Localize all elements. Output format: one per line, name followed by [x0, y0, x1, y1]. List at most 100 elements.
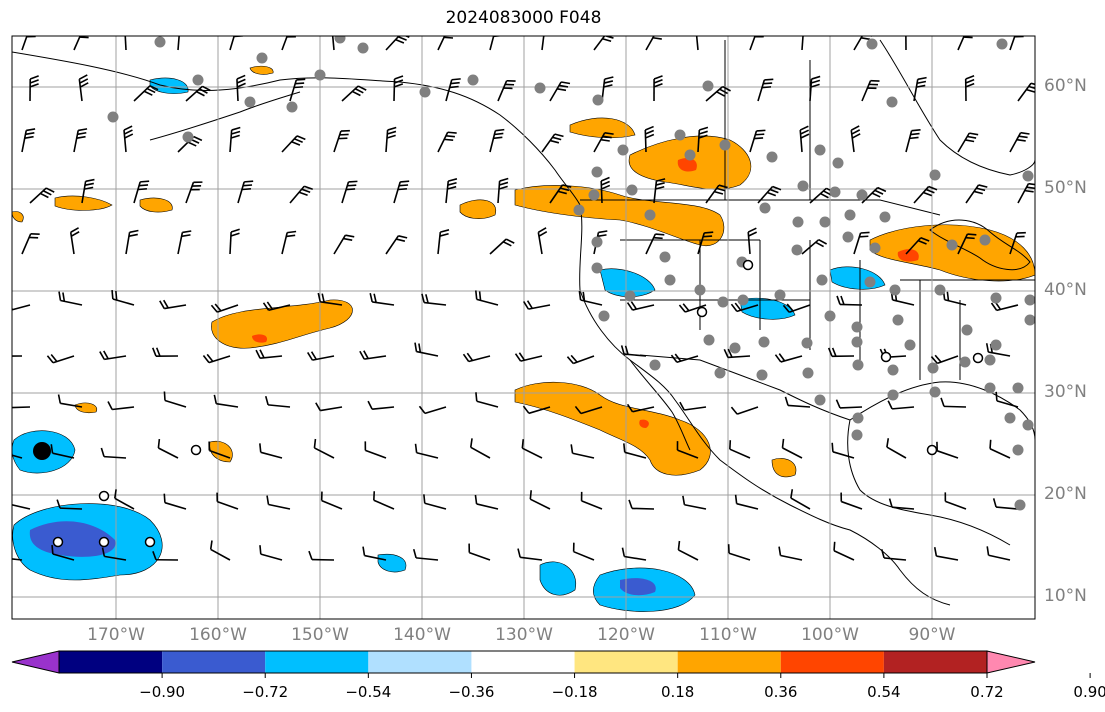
wind-barb — [12, 503, 31, 510]
great-lakes — [929, 219, 1031, 271]
wind-barb — [51, 544, 75, 561]
wind-barb — [364, 441, 387, 459]
station-dot — [314, 69, 326, 81]
station-dot — [791, 244, 803, 256]
colorbar-tick-label: −0.18 — [551, 683, 598, 701]
station-dot — [984, 382, 996, 394]
station-ring — [880, 351, 892, 363]
colorbar-segment — [883, 651, 987, 673]
station-dot — [814, 394, 826, 406]
wind-barb — [827, 347, 855, 358]
wind-barb — [385, 36, 410, 51]
wind-barb — [445, 178, 458, 204]
wind-barb — [12, 355, 23, 357]
station-dot — [703, 334, 715, 346]
longitude-label: 160°W — [189, 625, 247, 645]
wind-barb — [229, 36, 244, 51]
longitude-label: 150°W — [291, 625, 349, 645]
wind-barb — [101, 547, 127, 561]
wind-barb — [259, 545, 283, 561]
station-dot — [644, 209, 656, 221]
us-canada-border — [580, 199, 941, 216]
wind-barb — [159, 299, 187, 310]
wind-barb — [831, 442, 855, 459]
graticule — [12, 36, 1035, 619]
station-dot — [694, 284, 706, 296]
station-dot — [984, 354, 996, 366]
wind-barb — [177, 230, 192, 255]
wind-barb — [679, 401, 707, 411]
wind-barb — [778, 546, 803, 561]
wind-barb — [152, 551, 179, 561]
longitude-label: 140°W — [393, 625, 451, 645]
wind-barb — [749, 129, 766, 153]
wind-barb — [957, 132, 979, 153]
longitude-label: 110°W — [699, 625, 757, 645]
station-dot — [717, 296, 729, 308]
latitude-label: 50°N — [1044, 178, 1087, 198]
station-dot — [851, 336, 863, 348]
wind-barb — [163, 391, 187, 408]
wind-barb — [593, 36, 614, 51]
wind-barb — [281, 230, 297, 255]
latitude-label: 20°N — [1044, 484, 1087, 504]
negative-anomaly-area — [599, 268, 656, 298]
colorbar-tick-label: −0.36 — [448, 683, 495, 701]
longitude-label: 120°W — [597, 625, 655, 645]
wind-barb — [412, 548, 439, 561]
wind-barb — [886, 438, 907, 459]
wind-barb — [12, 304, 31, 311]
colorbar-segment — [59, 651, 163, 673]
wind-barb — [645, 36, 664, 51]
wind-barb — [29, 187, 55, 204]
wind-barb — [913, 185, 938, 204]
wind-barb — [100, 447, 127, 459]
station-dot — [766, 151, 778, 163]
wind-barb — [705, 85, 731, 102]
wind-barb — [774, 353, 803, 363]
wind-barb — [944, 492, 967, 510]
wind-barb — [626, 403, 655, 413]
wind-barb — [522, 300, 551, 310]
wind-barb — [185, 85, 211, 102]
colorbar-tick-label: 0.72 — [970, 683, 1004, 701]
wind-barb — [801, 238, 827, 255]
wind-barb — [905, 36, 908, 51]
wind-barb — [497, 177, 509, 204]
wind-barb — [50, 444, 75, 459]
colorbar-segment — [368, 651, 472, 673]
colorbar-segment — [471, 651, 575, 673]
station-dot — [851, 429, 863, 441]
colorbar-outline — [58, 650, 988, 674]
wind-barb — [469, 438, 491, 459]
station-dot — [961, 324, 973, 336]
station-dot — [598, 310, 610, 322]
wind-barb — [123, 125, 134, 153]
wind-barb — [210, 303, 239, 313]
wind-barb — [580, 491, 603, 510]
station-dot — [534, 82, 546, 94]
wind-barb — [549, 81, 571, 102]
wind-barb — [475, 392, 499, 408]
wind-barb — [623, 443, 647, 459]
wind-barb — [790, 489, 811, 510]
wind-barb — [601, 76, 614, 102]
positive-anomaly-area — [54, 195, 113, 211]
wind-barb — [541, 36, 548, 51]
positive-anomaly-area — [139, 197, 173, 213]
wind-barb — [697, 231, 714, 255]
wind-barb — [367, 400, 395, 410]
wind-barb — [317, 292, 343, 306]
station-dot — [852, 359, 864, 371]
wind-barb — [474, 290, 499, 306]
negative-anomaly-area — [149, 77, 189, 94]
wind-barb — [705, 184, 728, 204]
wind-barb — [723, 348, 751, 359]
wind-barb — [781, 438, 803, 459]
positive-anomaly-area — [514, 185, 725, 247]
station-dot — [892, 314, 904, 326]
wind-barb — [437, 131, 457, 153]
alaska-coast — [12, 51, 581, 206]
station-dot — [852, 412, 864, 424]
wind-barb — [880, 549, 907, 561]
